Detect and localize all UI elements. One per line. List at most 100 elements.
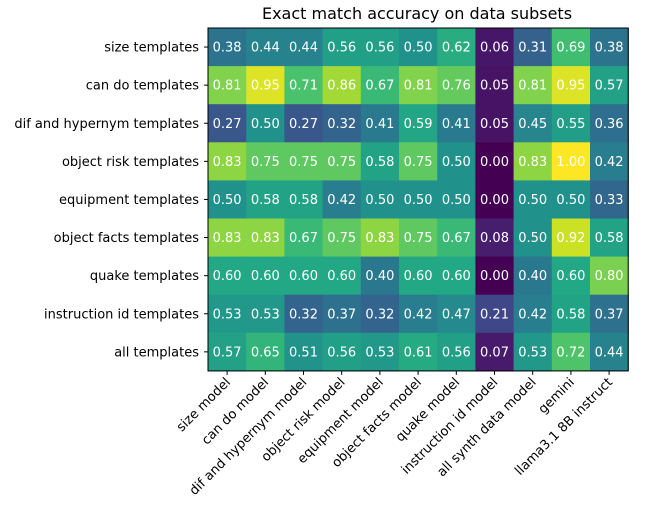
cell-value-label: 0.58	[251, 193, 280, 208]
heatmap-cell	[437, 142, 476, 181]
heatmap-cell	[284, 218, 324, 258]
heatmap-cell	[208, 256, 247, 296]
heatmap-cell	[284, 66, 324, 105]
heatmap-cell	[322, 294, 362, 334]
cell-value-label: 0.41	[442, 117, 471, 132]
cell-value-label: 0.62	[442, 41, 471, 56]
cell-value-label: 0.42	[327, 193, 356, 208]
cell-value-label: 0.75	[327, 155, 356, 170]
heatmap-cell	[590, 142, 629, 181]
heatmap-cell	[475, 104, 515, 143]
cell-value-label: 0.67	[365, 79, 394, 94]
cell-value-label: 0.75	[404, 231, 433, 246]
cell-value-label: 0.58	[595, 231, 624, 246]
cell-value-label: 0.58	[289, 193, 318, 208]
heatmap-cell	[246, 104, 285, 143]
cell-value-label: 0.50	[404, 41, 433, 56]
heatmap-cell	[437, 332, 476, 372]
cell-value-label: 0.27	[289, 117, 318, 132]
cell-value-label: 0.57	[595, 79, 624, 94]
cell-value-label: 0.50	[442, 193, 471, 208]
heatmap-cell	[322, 28, 362, 67]
cell-value-label: 0.50	[556, 193, 585, 208]
cell-value-label: 0.56	[442, 345, 471, 360]
heatmap-cell	[590, 294, 629, 334]
heatmap-cell	[360, 180, 400, 220]
heatmap-cell	[284, 294, 324, 334]
heatmap-cell	[437, 28, 476, 67]
heatmap-cell	[322, 332, 362, 372]
heatmap-cell	[246, 332, 285, 372]
heatmap-cell	[475, 142, 515, 181]
y-tick-label: dif and hypernym templates	[14, 117, 199, 132]
heatmap-cell	[437, 294, 476, 334]
heatmap-cell	[322, 180, 362, 220]
y-tick-label: equipment templates	[59, 193, 199, 208]
heatmap-cell	[399, 180, 438, 220]
cell-value-label: 0.83	[251, 231, 280, 246]
cell-value-label: 0.47	[442, 307, 471, 322]
heatmap-cell	[322, 104, 362, 143]
heatmap-cell	[399, 294, 438, 334]
cell-value-label: 0.00	[480, 155, 509, 170]
heatmap-cell	[246, 180, 285, 220]
heatmap-cells	[208, 28, 629, 372]
heatmap-cell	[551, 66, 591, 105]
cell-value-label: 0.33	[595, 193, 624, 208]
heatmap-cell	[551, 294, 591, 334]
cell-value-label: 0.58	[556, 307, 585, 322]
y-tick-label: object facts templates	[54, 231, 200, 246]
y-tick-label: all templates	[114, 345, 199, 360]
cell-value-label: 0.32	[365, 307, 394, 322]
heatmap-cell	[590, 28, 629, 67]
heatmap-cell	[513, 104, 553, 143]
heatmap-cell	[284, 142, 324, 181]
heatmap-cell	[590, 332, 629, 372]
heatmap-cell	[246, 28, 285, 67]
cell-value-label: 0.56	[327, 345, 356, 360]
cell-value-label: 0.40	[518, 269, 547, 284]
heatmap-cell	[360, 218, 400, 258]
cell-value-label: 0.07	[480, 345, 509, 360]
heatmap-cell	[590, 180, 629, 220]
cell-value-label: 0.56	[327, 41, 356, 56]
cell-value-label: 0.86	[327, 79, 356, 94]
cell-value-label: 0.60	[251, 269, 280, 284]
heatmap-cell	[437, 256, 476, 296]
heatmap-cell	[475, 66, 515, 105]
heatmap-cell	[513, 180, 553, 220]
cell-value-label: 0.53	[213, 307, 242, 322]
heatmap-cell	[208, 180, 247, 220]
heatmap-cell	[208, 332, 247, 372]
heatmap-cell	[475, 256, 515, 296]
cell-value-label: 0.60	[289, 269, 318, 284]
cell-value-label: 0.55	[556, 117, 585, 132]
heatmap-cell	[437, 66, 476, 105]
cell-value-label: 0.83	[518, 155, 547, 170]
cell-value-label: 0.50	[251, 117, 280, 132]
heatmap-cell	[475, 28, 515, 67]
cell-value-label: 0.81	[404, 79, 433, 94]
cell-value-label: 0.50	[442, 155, 471, 170]
cell-value-label: 0.51	[289, 345, 318, 360]
cell-value-label: 0.83	[213, 155, 242, 170]
heatmap-cell	[513, 332, 553, 372]
heatmap-cell	[437, 104, 476, 143]
heatmap-cell	[322, 218, 362, 258]
cell-value-label: 0.92	[556, 231, 585, 246]
cell-value-label: 0.50	[518, 231, 547, 246]
cell-value-label: 0.32	[289, 307, 318, 322]
cell-value-label: 0.71	[289, 79, 318, 94]
heatmap-cell	[551, 142, 591, 181]
heatmap-cell	[246, 294, 285, 334]
cell-value-label: 0.08	[480, 231, 509, 246]
cell-value-label: 0.59	[404, 117, 433, 132]
cell-value-label: 0.75	[251, 155, 280, 170]
heatmap-cell	[513, 256, 553, 296]
cell-value-label: 0.57	[213, 345, 242, 360]
cell-value-label: 0.05	[480, 79, 509, 94]
heatmap-cell	[284, 104, 324, 143]
cell-value-label: 0.50	[404, 193, 433, 208]
cell-value-label: 0.60	[442, 269, 471, 284]
